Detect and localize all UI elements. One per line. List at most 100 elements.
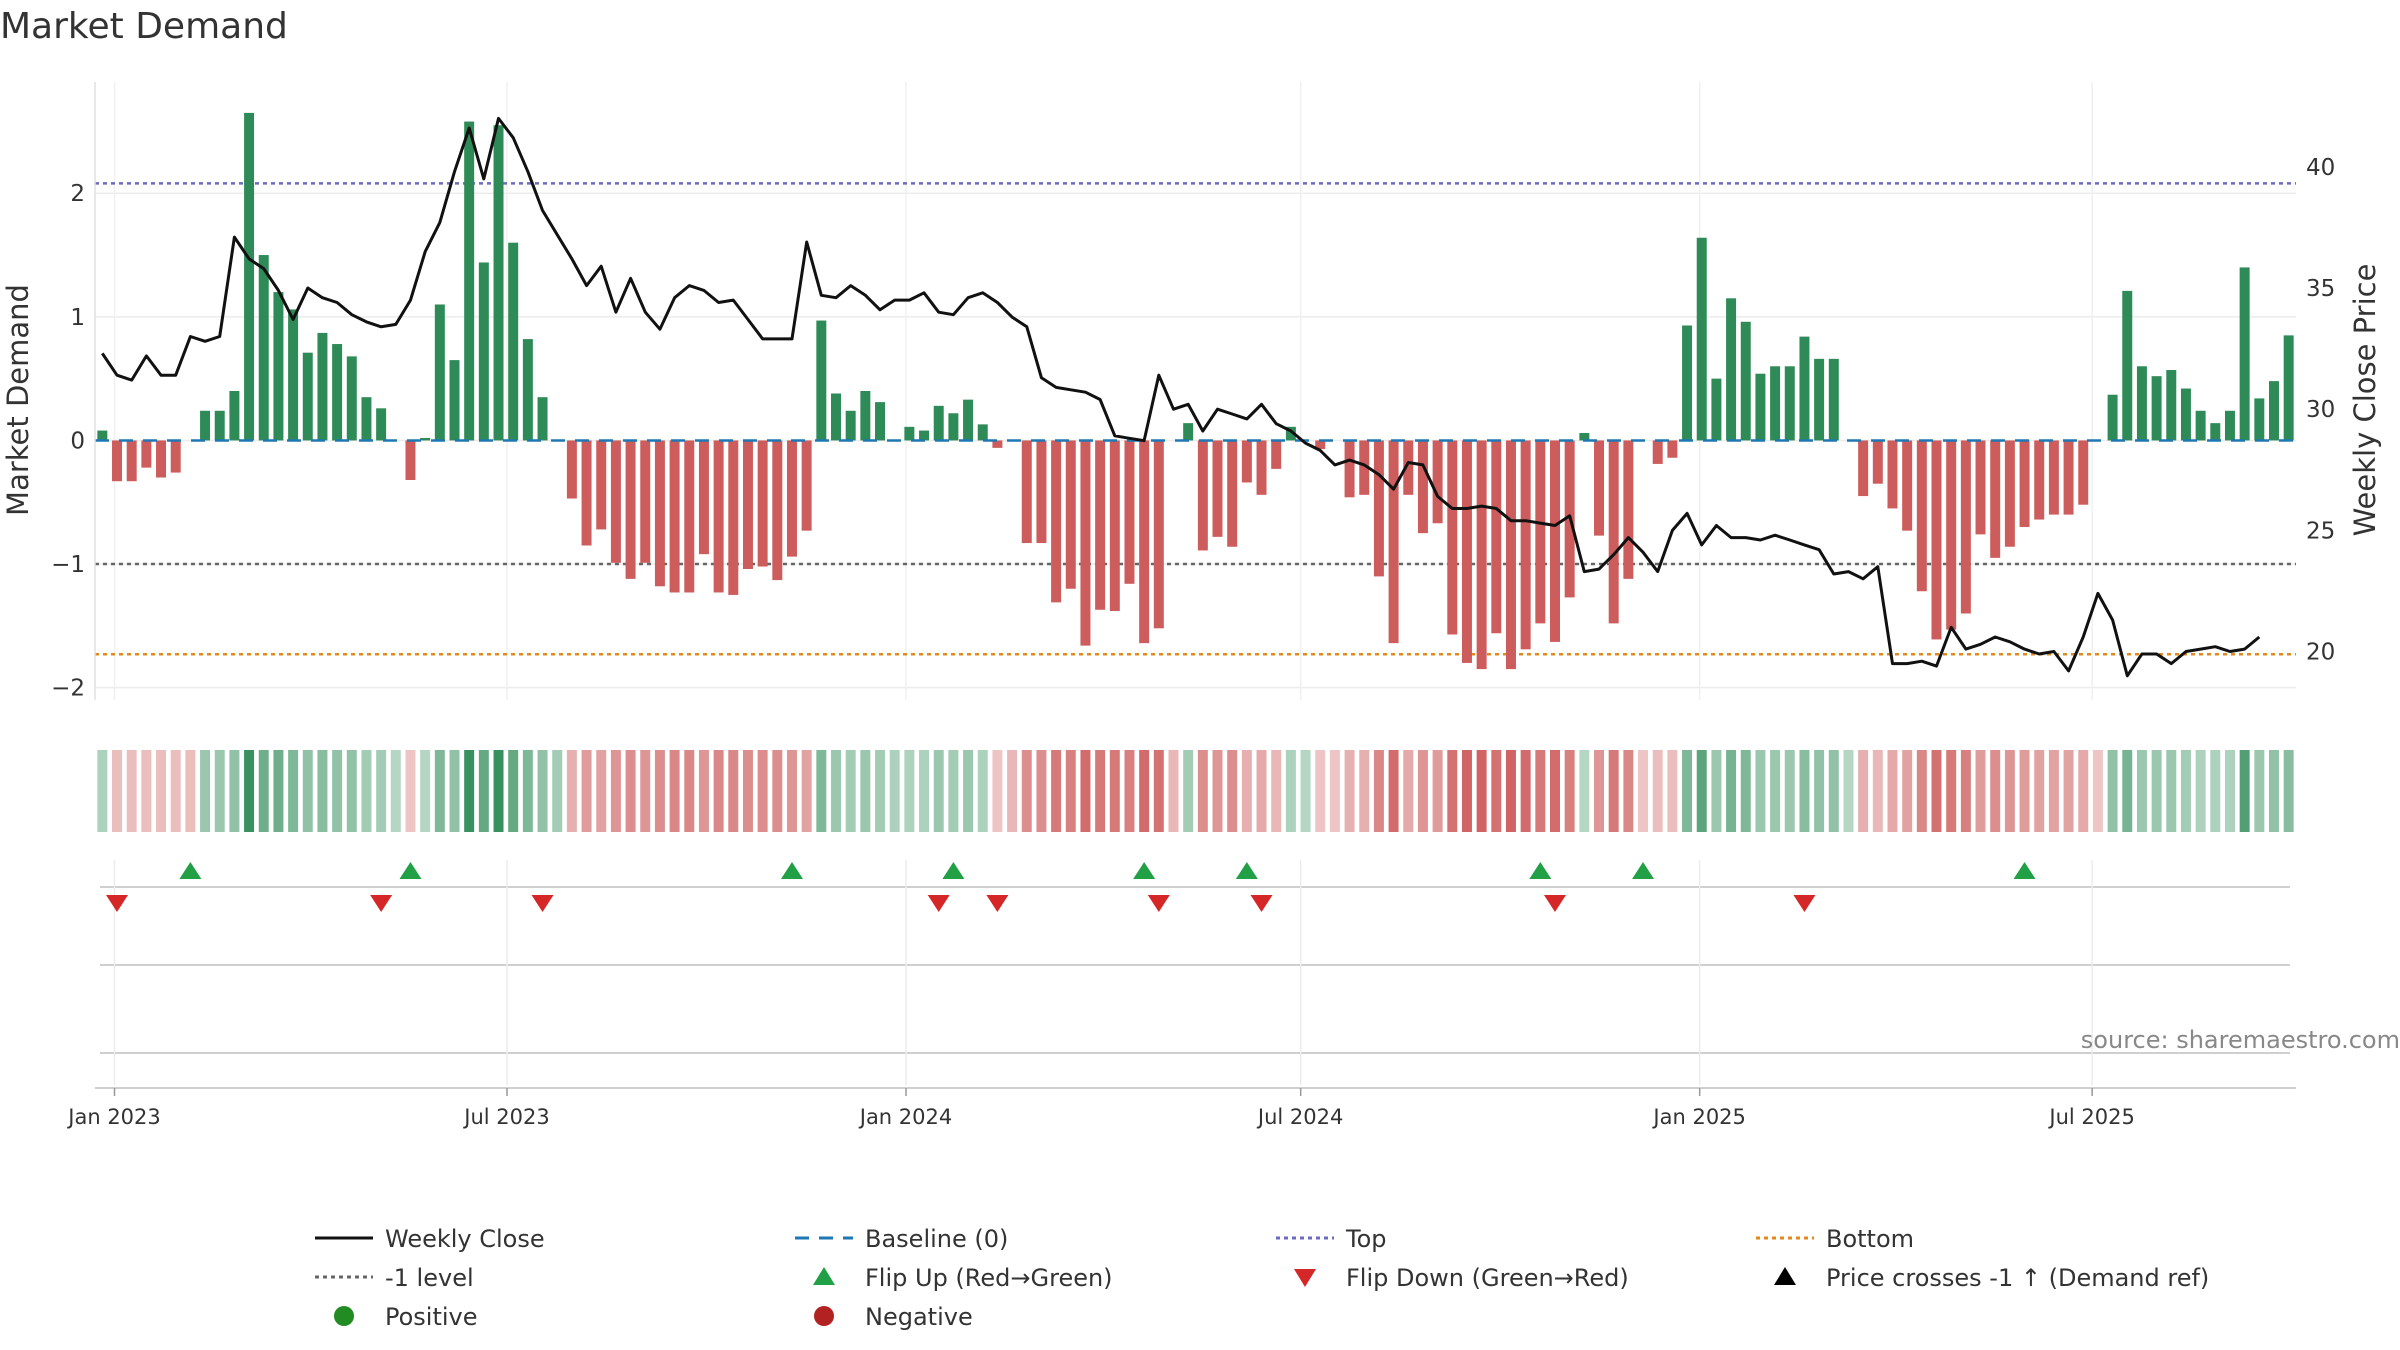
strip-cell xyxy=(742,750,753,832)
demand-bar xyxy=(2122,290,2133,441)
strip-cell xyxy=(2180,750,2191,832)
demand-bar xyxy=(1051,440,1062,603)
demand-bar xyxy=(508,242,519,441)
demand-bar xyxy=(2034,440,2045,520)
strip-cell xyxy=(2107,750,2118,832)
demand-bar xyxy=(1916,440,1927,592)
strip-cell xyxy=(1872,750,1883,832)
flip-up-marker xyxy=(1632,862,1655,879)
strip-cell xyxy=(2122,750,2133,832)
flip-down-marker xyxy=(1543,895,1566,912)
demand-bar xyxy=(1065,440,1076,589)
demand-bar xyxy=(698,440,709,555)
strip-cell xyxy=(2224,750,2235,832)
demand-bar xyxy=(1931,440,1942,640)
demand-bar xyxy=(1359,440,1370,495)
strip-cell xyxy=(1388,750,1399,832)
flip-up-marker xyxy=(399,862,422,879)
demand-bar xyxy=(1550,440,1560,642)
strip-cell xyxy=(1682,750,1693,832)
legend-swatch-triangle-down xyxy=(1294,1269,1316,1287)
strip-cell xyxy=(1696,750,1707,832)
flip-up-marker xyxy=(1529,862,1552,879)
strip-cell xyxy=(185,750,196,832)
strip-cell xyxy=(1608,750,1619,832)
legend-swatch-dot xyxy=(814,1306,834,1326)
demand-bar xyxy=(2048,440,2059,515)
y2-axis-label: Weekly Close Price xyxy=(2348,264,2382,537)
legend: Weekly Close Baseline (0) Top Bottom -1 leve… xyxy=(315,1225,2209,1331)
strip-cell xyxy=(772,750,783,832)
flip-up-marker xyxy=(2013,862,2036,879)
strip-cell xyxy=(1652,750,1663,832)
demand-bar xyxy=(1491,440,1502,634)
strip-cell xyxy=(904,750,915,832)
strip-cell xyxy=(1109,750,1120,832)
demand-bar xyxy=(772,440,783,581)
y2-tick-label: 20 xyxy=(2306,640,2335,666)
legend-item: -1 level xyxy=(315,1264,474,1292)
strip-cell xyxy=(2166,750,2177,832)
strip-cell xyxy=(2136,750,2147,832)
demand-bar xyxy=(346,356,357,441)
demand-bar xyxy=(860,391,871,441)
demand-bar xyxy=(1344,440,1355,498)
strip-cell xyxy=(229,750,240,832)
strip-cell xyxy=(1931,750,1942,832)
demand-bar xyxy=(1153,440,1164,629)
legend-label: Negative xyxy=(865,1303,973,1331)
strip-cell xyxy=(288,750,299,832)
demand-bar xyxy=(1417,440,1428,534)
demand-bar xyxy=(581,440,592,546)
strip-cell xyxy=(1726,750,1737,832)
strip-cell xyxy=(464,750,475,832)
demand-bar xyxy=(200,410,211,441)
demand-bar xyxy=(2151,376,2162,441)
strip-cell xyxy=(1285,750,1296,832)
y-axis-label: Market Demand xyxy=(1,284,35,516)
strip-cell xyxy=(875,750,886,832)
strip-cell xyxy=(1007,750,1018,832)
strip-cell xyxy=(1476,750,1487,832)
demand-bar xyxy=(596,440,607,530)
strip-cell xyxy=(2269,750,2279,832)
demand-bar xyxy=(214,410,225,441)
strip-cell xyxy=(684,750,695,832)
x-tick-label: Jul 2023 xyxy=(462,1105,549,1129)
legend-item: Negative xyxy=(814,1303,973,1331)
demand-bar xyxy=(1696,237,1707,441)
demand-bar xyxy=(2210,423,2221,441)
flip-down-marker xyxy=(531,895,554,912)
y2-tick-label: 35 xyxy=(2306,276,2335,302)
strip-cell xyxy=(669,750,680,832)
demand-bar xyxy=(1975,440,1986,535)
y2-tick-label: 25 xyxy=(2306,518,2335,544)
demand-bar xyxy=(1447,440,1458,635)
demand-bar xyxy=(1021,440,1032,544)
demand-bar xyxy=(1256,440,1267,495)
demand-bar xyxy=(1461,440,1472,663)
strip-cell xyxy=(1168,750,1179,832)
flip-down-marker xyxy=(986,895,1009,912)
demand-bar xyxy=(1227,440,1238,547)
legend-label: Flip Down (Green→Red) xyxy=(1346,1264,1629,1292)
legend-label: Bottom xyxy=(1826,1225,1914,1253)
strip-cell xyxy=(1212,750,1223,832)
demand-bars xyxy=(95,112,2296,670)
strip-cell xyxy=(1887,750,1898,832)
strip-cell xyxy=(757,750,768,832)
strip-cell xyxy=(1080,750,1091,832)
demand-bar xyxy=(1197,440,1208,551)
strip-cell xyxy=(1916,750,1927,832)
axes: 2 1 0 −1 −2 40 35 30 25 20 xyxy=(51,82,2335,702)
legend-label: Top xyxy=(1345,1225,1387,1253)
strip-cell xyxy=(1153,750,1164,832)
strip-cell xyxy=(390,750,401,832)
demand-bar xyxy=(801,440,812,531)
strip-cell xyxy=(1960,750,1971,832)
x-tick-label: Jan 2024 xyxy=(858,1105,953,1129)
strip-cell xyxy=(2019,750,2030,832)
strip-cell xyxy=(1417,750,1428,832)
